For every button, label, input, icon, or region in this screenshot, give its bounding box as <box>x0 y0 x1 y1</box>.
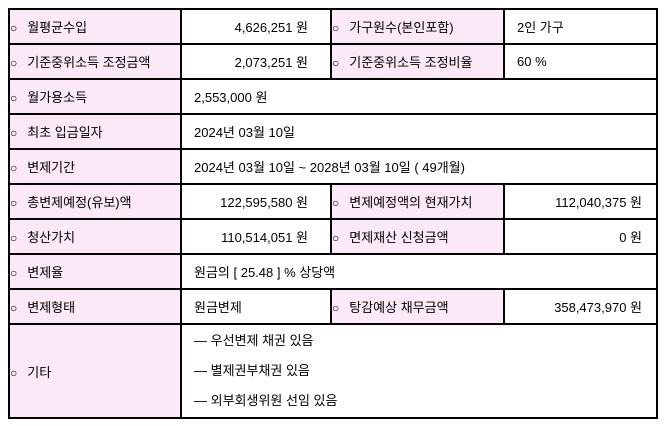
circle-bullet-icon: ○ <box>10 231 18 245</box>
label-cell-expected-forgiven-debt: ○ 탕감예상 채무금액 <box>330 288 505 325</box>
value-cell-exempt-property-amount: 0 원 <box>503 218 658 255</box>
value-cell-repayment-rate: 원금의 [ 25.48 ] % 상당액 <box>180 253 658 290</box>
table-row-etc: ○ 기타 ― 우선변제 채권 있음 ― 별제권부채권 있음 ― 외부회생위원 선임… <box>8 323 658 419</box>
circle-bullet-icon: ○ <box>10 266 18 280</box>
label-cell-etc: ○ 기타 <box>8 323 182 419</box>
row-label: 기타 <box>27 364 52 380</box>
row-label: 월가용소득 <box>27 90 88 105</box>
value-cell-repayment-type: 원금변제 <box>180 288 332 325</box>
etc-item-external-trustee: ― 외부회생위원 선임 있음 <box>194 393 338 408</box>
value-cell-expected-forgiven-debt: 358,473,970 원 <box>503 288 658 325</box>
label-cell-total-expected-repayment: ○ 총변제예정(유보)액 <box>8 183 182 220</box>
value-cell-liquidation-value: 110,514,051 원 <box>180 218 332 255</box>
table-row-monthly-income: ○ 월평균수입 4,626,251 원 ○ 가구원수(본인포함) 2인 가구 <box>8 8 658 45</box>
table-row-first-deposit-date: ○ 최초 입금일자 2024년 03월 10일 <box>8 113 658 150</box>
circle-bullet-icon: ○ <box>332 231 340 245</box>
table-row-monthly-disposable-income: ○ 월가용소득 2,553,000 원 <box>8 78 658 115</box>
table-row-repayment-rate: ○ 변제율 원금의 [ 25.48 ] % 상당액 <box>8 253 658 290</box>
label-cell-first-deposit-date: ○ 최초 입금일자 <box>8 113 182 150</box>
row-label: 변제형태 <box>27 300 76 315</box>
etc-item-secured-claims: ― 별제권부채권 있음 <box>194 363 310 378</box>
label-cell-repayment-type: ○ 변제형태 <box>8 288 182 325</box>
circle-bullet-icon: ○ <box>10 196 18 210</box>
row-label: 최초 입금일자 <box>27 125 103 140</box>
circle-bullet-icon: ○ <box>332 196 340 210</box>
label-cell-repayment-rate: ○ 변제율 <box>8 253 182 290</box>
row-label: 청산가치 <box>27 230 76 245</box>
value-cell-household-size: 2인 가구 <box>503 8 658 45</box>
label-cell-household-size: ○ 가구원수(본인포함) <box>330 8 505 45</box>
table-row-liquidation-value: ○ 청산가치 110,514,051 원 ○ 면제재산 신청금액 0 원 <box>8 218 658 255</box>
circle-bullet-icon: ○ <box>10 161 18 175</box>
repayment-summary-table: ○ 월평균수입 4,626,251 원 ○ 가구원수(본인포함) 2인 가구 ○ 기준… <box>8 8 658 419</box>
label-cell-present-value-of-repayment: ○ 변제예정액의 현재가치 <box>330 183 505 220</box>
circle-bullet-icon: ○ <box>332 56 340 70</box>
circle-bullet-icon: ○ <box>10 56 18 70</box>
row-label: 가구원수(본인포함) <box>349 20 454 35</box>
label-cell-monthly-average-income: ○ 월평균수입 <box>8 8 182 45</box>
circle-bullet-icon: ○ <box>10 301 18 315</box>
label-cell-median-income-adjust-ratio: ○ 기준중위소득 조정비율 <box>330 43 505 80</box>
circle-bullet-icon: ○ <box>332 301 340 315</box>
table-row-repayment-type: ○ 변제형태 원금변제 ○ 탕감예상 채무금액 358,473,970 원 <box>8 288 658 325</box>
row-label: 기준중위소득 조정비율 <box>349 55 473 70</box>
etc-item-priority-claims: ― 우선변제 채권 있음 <box>194 333 314 348</box>
value-cell-median-income-adjusted-amount: 2,073,251 원 <box>180 43 332 80</box>
circle-bullet-icon: ○ <box>10 365 18 380</box>
label-cell-repayment-period: ○ 변제기간 <box>8 148 182 185</box>
label-cell-monthly-disposable-income: ○ 월가용소득 <box>8 78 182 115</box>
value-cell-repayment-period: 2024년 03월 10일 ~ 2028년 03월 10일 ( 49개월) <box>180 148 658 185</box>
table-row-total-expected-repayment: ○ 총변제예정(유보)액 122,595,580 원 ○ 변제예정액의 현재가치 1… <box>8 183 658 220</box>
row-label: 기준중위소득 조정금액 <box>27 55 151 70</box>
table-row-repayment-period: ○ 변제기간 2024년 03월 10일 ~ 2028년 03월 10일 ( 49… <box>8 148 658 185</box>
value-cell-monthly-disposable-income: 2,553,000 원 <box>180 78 658 115</box>
row-label: 변제율 <box>27 265 64 280</box>
value-cell-total-expected-repayment: 122,595,580 원 <box>180 183 332 220</box>
label-cell-liquidation-value: ○ 청산가치 <box>8 218 182 255</box>
row-label: 면제재산 신청금액 <box>349 230 449 245</box>
value-cell-median-income-adjust-ratio: 60 % <box>503 43 658 80</box>
row-label: 변제예정액의 현재가치 <box>349 195 473 210</box>
label-cell-exempt-property-amount: ○ 면제재산 신청금액 <box>330 218 505 255</box>
value-cell-present-value-of-repayment: 112,040,375 원 <box>503 183 658 220</box>
label-cell-median-income-adjusted-amount: ○ 기준중위소득 조정금액 <box>8 43 182 80</box>
circle-bullet-icon: ○ <box>332 21 340 35</box>
circle-bullet-icon: ○ <box>10 21 18 35</box>
value-cell-etc: ― 우선변제 채권 있음 ― 별제권부채권 있음 ― 외부회생위원 선임 있음 <box>180 323 658 419</box>
row-label: 탕감예상 채무금액 <box>349 300 449 315</box>
circle-bullet-icon: ○ <box>10 91 18 105</box>
table-row-median-income-adjustment: ○ 기준중위소득 조정금액 2,073,251 원 ○ 기준중위소득 조정비율 60… <box>8 43 658 80</box>
value-cell-first-deposit-date: 2024년 03월 10일 <box>180 113 658 150</box>
row-label: 변제기간 <box>27 160 76 175</box>
row-label: 총변제예정(유보)액 <box>27 195 132 210</box>
circle-bullet-icon: ○ <box>10 126 18 140</box>
row-label: 월평균수입 <box>27 20 88 35</box>
value-cell-monthly-average-income: 4,626,251 원 <box>180 8 332 45</box>
